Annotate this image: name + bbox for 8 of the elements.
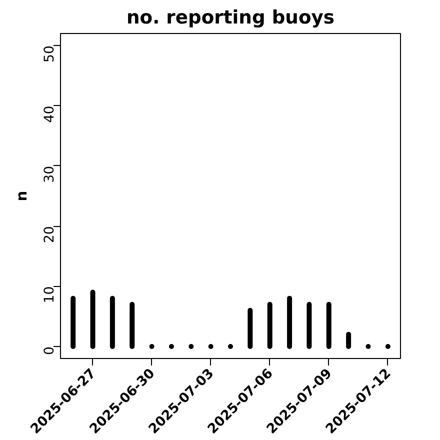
y-axis-title: n	[14, 190, 30, 202]
y-tick-label: 20	[42, 226, 58, 244]
y-tick-label: 40	[42, 106, 58, 123]
y-tick-label: 10	[42, 286, 58, 304]
y-tick-label: 0	[42, 346, 58, 355]
chart-title: no. reporting buoys	[126, 8, 335, 28]
y-tick-label: 50	[42, 46, 58, 62]
y-tick-label: 30	[42, 166, 58, 183]
